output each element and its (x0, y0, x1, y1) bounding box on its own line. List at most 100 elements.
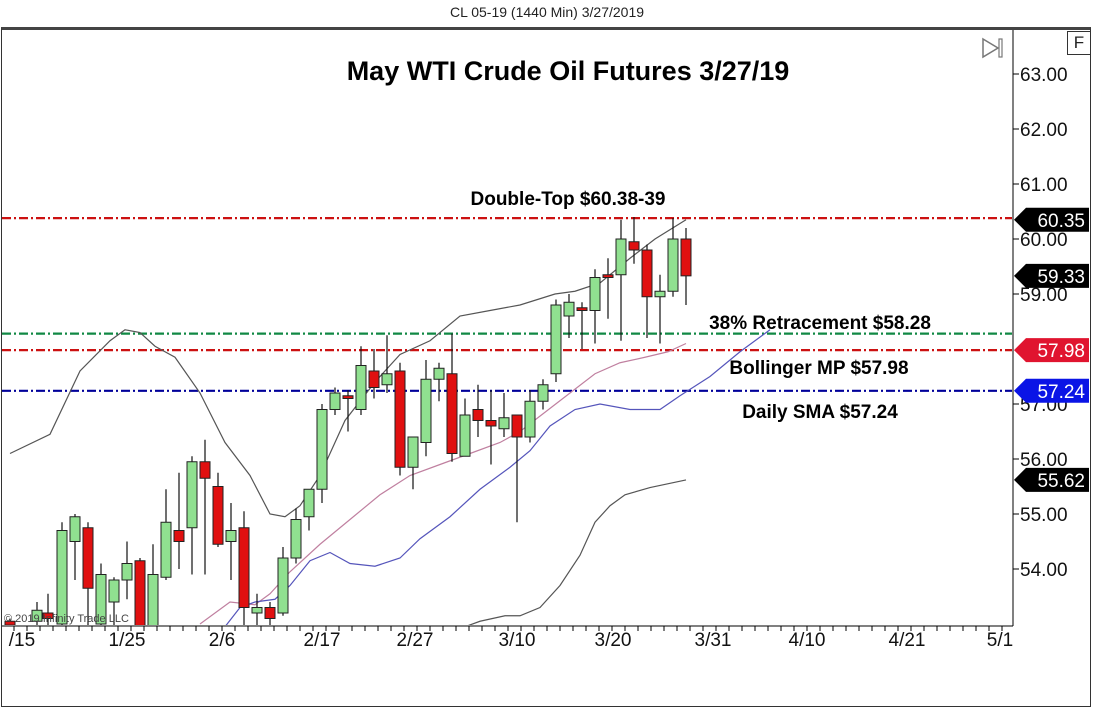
candle[interactable] (238, 511, 250, 627)
candle[interactable] (394, 362, 406, 476)
bollinger-upper-band (9, 219, 687, 518)
price-tick-label: 60.00 (1020, 230, 1068, 251)
candle[interactable] (524, 390, 536, 443)
candle[interactable] (42, 593, 54, 627)
date-tick-label: 4/21 (889, 630, 926, 651)
candle[interactable] (147, 544, 159, 627)
level-annotation: Bollinger MP $57.98 (729, 358, 908, 379)
candle[interactable] (485, 390, 497, 465)
bollinger-middle-line (199, 342, 687, 625)
svg-text:59.33: 59.33 (1037, 267, 1085, 288)
candle[interactable] (498, 393, 510, 437)
date-tick-label: 2/6 (209, 630, 235, 651)
price-axis[interactable]: 63.0062.0061.0060.0059.0057.0056.0055.00… (1013, 65, 1068, 581)
chart-title: May WTI Crude Oil Futures 3/27/19 (347, 56, 790, 86)
candle[interactable] (82, 522, 94, 627)
date-tick-label: 2/27 (397, 630, 434, 651)
svg-text:57.24: 57.24 (1037, 382, 1085, 403)
candle[interactable] (56, 522, 68, 627)
chart-frame (1, 27, 1091, 707)
candle[interactable] (290, 508, 302, 564)
price-tick-label: 56.00 (1020, 450, 1068, 471)
candle[interactable] (537, 379, 549, 410)
candle[interactable] (368, 349, 380, 399)
date-tick-label: 5/1 (987, 630, 1013, 651)
svg-text:55.62: 55.62 (1037, 471, 1085, 492)
candle[interactable] (472, 384, 484, 437)
candle[interactable] (199, 439, 211, 575)
price-tick-label: 59.00 (1020, 285, 1068, 306)
candle[interactable] (433, 362, 445, 402)
price-tick-label: 63.00 (1020, 65, 1068, 86)
candle[interactable] (589, 269, 601, 344)
annotations: Double-Top $60.38-39 38% Retracement $58.… (471, 189, 931, 423)
date-tick-label: 4/10 (789, 630, 826, 651)
plot-area (2, 217, 1012, 627)
candle[interactable] (264, 602, 276, 627)
candle[interactable] (342, 390, 354, 432)
candle[interactable] (459, 398, 471, 457)
candle[interactable] (654, 274, 666, 344)
candle[interactable] (563, 294, 575, 338)
candle[interactable] (121, 541, 133, 600)
candle[interactable] (602, 258, 614, 319)
price-tick-label: 62.00 (1020, 120, 1068, 141)
bollinger-lower-band (468, 479, 687, 625)
price-tag-red: 57.98 (1014, 338, 1089, 363)
format-button[interactable]: F (1067, 31, 1091, 55)
price-tag-blue: 57.24 (1014, 378, 1089, 403)
candle[interactable] (550, 299, 562, 383)
date-tick-label: 3/10 (499, 630, 536, 651)
candle[interactable] (303, 488, 315, 531)
candle[interactable] (576, 302, 588, 349)
svg-text:57.98: 57.98 (1037, 341, 1085, 362)
price-tags: 60.35 59.33 57.98 57.24 55.62 (1014, 207, 1089, 492)
candle[interactable] (69, 514, 81, 580)
candle[interactable] (420, 360, 432, 457)
date-tick-label: /15 (9, 630, 35, 651)
candle[interactable] (407, 436, 419, 490)
candle[interactable] (134, 558, 146, 627)
candle[interactable] (173, 472, 185, 569)
candle[interactable] (641, 244, 653, 339)
copyright-watermark: © 2019 Infinity Trade LLC (4, 613, 129, 625)
time-axis[interactable]: /15 1/25 2/6 2/17 2/27 3/10 3/20 3/31 4/10 4/21 5/… (9, 626, 1013, 651)
candle[interactable] (615, 219, 627, 341)
candle[interactable] (108, 577, 120, 627)
candle[interactable] (31, 602, 43, 627)
candle[interactable] (277, 547, 289, 616)
candle[interactable] (381, 335, 393, 393)
date-tick-label: 2/17 (304, 630, 341, 651)
price-tag-black: 59.33 (1014, 263, 1089, 288)
date-tick-label: 1/25 (109, 630, 146, 651)
candle[interactable] (667, 218, 679, 297)
candle[interactable] (329, 387, 341, 416)
candle[interactable] (628, 217, 640, 264)
price-tick-label: 54.00 (1020, 560, 1068, 581)
date-tick-label: 3/31 (695, 630, 732, 651)
level-annotation: Daily SMA $57.24 (742, 402, 898, 423)
candle[interactable] (225, 503, 237, 580)
date-tick-label: 3/20 (595, 630, 632, 651)
candle[interactable] (511, 414, 523, 523)
chart-window-title: CL 05-19 (1440 Min) 3/27/2019 (449, 4, 645, 20)
price-tick-label: 61.00 (1020, 175, 1068, 196)
candle[interactable] (316, 404, 328, 503)
candle[interactable] (251, 593, 263, 627)
price-tick-label: 55.00 (1020, 505, 1068, 526)
candle[interactable] (4, 618, 16, 627)
candle[interactable] (95, 563, 107, 627)
sma-line (225, 329, 771, 625)
candle[interactable] (446, 333, 458, 462)
candle[interactable] (186, 456, 198, 575)
candle[interactable] (212, 472, 224, 547)
candle[interactable] (160, 489, 172, 580)
level-annotation: Double-Top $60.38-39 (471, 189, 666, 210)
price-tag-black: 60.35 (1014, 207, 1089, 232)
candle[interactable] (680, 228, 692, 305)
candle[interactable] (355, 346, 367, 415)
level-annotation: 38% Retracement $58.28 (709, 313, 931, 334)
skip-to-end-icon[interactable] (982, 37, 1003, 59)
price-tag-black: 55.62 (1014, 467, 1089, 492)
